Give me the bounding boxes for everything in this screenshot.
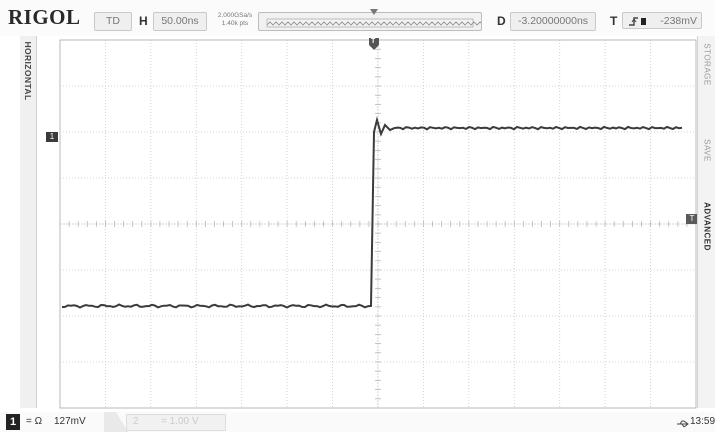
trigger-level-value: -238mV [660,15,697,27]
brand-logo: RIGOL [8,5,81,29]
trigger-level-marker[interactable]: T [686,214,698,224]
ch1-tab-edge [104,412,128,432]
timebase-value[interactable]: 50.00ns [153,12,207,31]
waveform-area[interactable]: HORIZONTAL [20,36,700,412]
memory-waveform-overview[interactable] [258,12,482,31]
right-menu-tabs[interactable]: STORAGE SAVE ADVANCED [697,36,715,408]
memory-depth: 1.40k pts [221,19,249,27]
ch2-scale: = 1.00 V [161,416,199,427]
timebase-letter: H [139,14,148,28]
horizontal-tab-label: HORIZONTAL [23,41,33,101]
run-status-badge[interactable]: TD [94,12,132,31]
top-status-bar: RIGOL TD H 50.00ns 2.000GSa/s 1.40k pts … [0,0,715,36]
clock-time: 13:59 [690,416,715,427]
tab-save[interactable]: SAVE [702,139,712,162]
sample-info: 2.000GSa/s 1.40k pts [214,12,256,27]
ch2-status[interactable]: 2 = 1.00 V [126,414,226,431]
rising-edge-icon [629,17,646,26]
trigger-level-box[interactable]: -238mV [622,12,702,29]
delay-value[interactable]: -3.20000000ns [510,12,596,31]
tab-advanced[interactable]: ADVANCED [702,202,712,251]
tab-storage[interactable]: STORAGE [702,43,712,86]
ch1-scale[interactable]: 127mV [54,416,86,427]
trigger-position-top-marker [370,9,378,19]
usb-icon [677,416,689,434]
sample-rate: 2.000GSa/s [217,12,253,19]
ch1-badge[interactable]: 1 [6,414,20,430]
ch1-coupling: = Ω [26,416,43,427]
ch1-trace [61,116,683,309]
delay-letter: D [497,14,506,28]
ch2-label: 2 [133,416,139,427]
bottom-status-bar: 1 = Ω 127mV 2 = 1.00 V 13:59 [0,412,715,432]
trigger-position-marker: T [368,38,380,54]
horizontal-menu-tab[interactable]: HORIZONTAL [20,36,37,408]
trigger-letter: T [610,14,618,28]
scope-grid [59,39,697,409]
memory-overview-graphic [266,18,481,28]
ch1-offset-marker[interactable]: 1 [46,132,58,142]
